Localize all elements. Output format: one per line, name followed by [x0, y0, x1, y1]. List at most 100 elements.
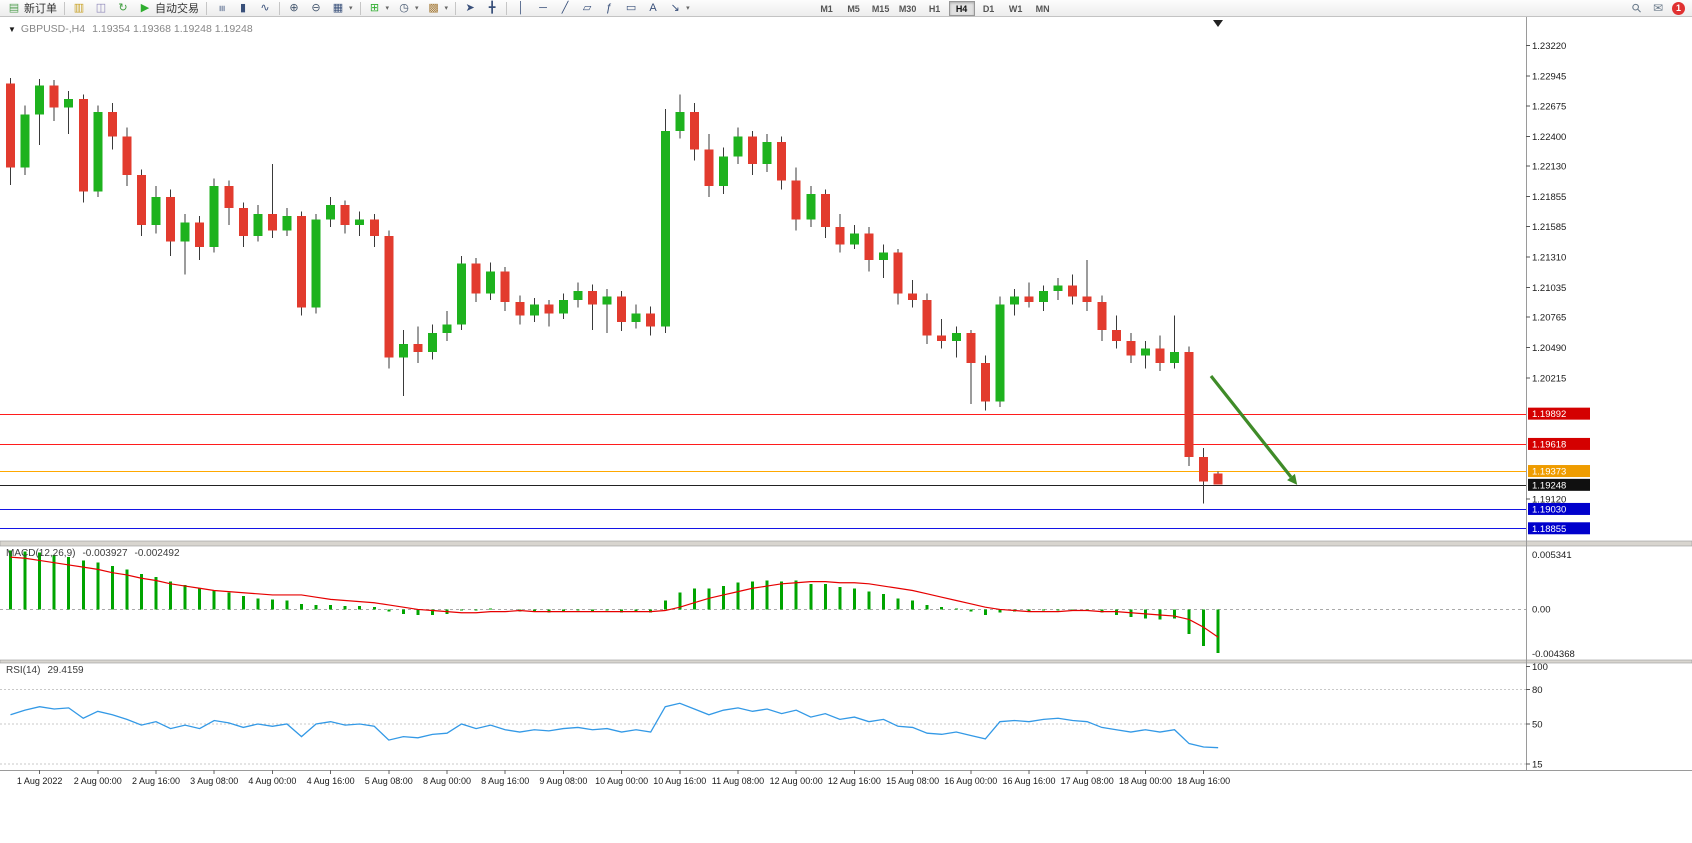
time-label: 10 Aug 16:00 — [653, 776, 706, 786]
trend-arrow-head[interactable] — [1287, 473, 1298, 485]
candle-bull — [282, 215, 292, 231]
candle-bear — [966, 333, 976, 364]
notification-badge[interactable]: 1 — [1672, 1, 1685, 15]
candle-bear — [49, 85, 59, 108]
timeframe-m15[interactable]: M15 — [871, 3, 890, 14]
shapes-icon[interactable]: ▭ — [620, 1, 642, 16]
price-tag — [1528, 437, 1590, 450]
zoom-out-icon-icon: ⊖ — [311, 1, 321, 14]
rsi-axis-label: 80 — [1532, 685, 1543, 696]
timeframe-h4[interactable]: H4 — [948, 0, 975, 16]
time-label: 18 Aug 00:00 — [1119, 776, 1172, 786]
dropdown-arrow-icon[interactable]: ▾ — [415, 5, 419, 12]
price-tag-label: 1.19892 — [1532, 409, 1566, 420]
candle-bear — [78, 98, 88, 192]
dropdown-arrow-icon[interactable]: ▾ — [444, 5, 449, 12]
tile-windows-icon[interactable]: ▦ ▾ — [327, 1, 357, 16]
candle-bear — [297, 215, 306, 308]
time-label: 4 Aug 00:00 — [248, 776, 296, 786]
candle-bull — [631, 313, 641, 323]
trendline-icon[interactable]: ╱ — [554, 1, 576, 16]
candlestick-chart-icon[interactable]: ▮ — [232, 1, 254, 16]
candle-bear — [1097, 302, 1107, 330]
price-tag-label: 1.19618 — [1532, 439, 1566, 450]
panel-splitter[interactable] — [0, 540, 1692, 547]
refresh-icon[interactable]: ↻ — [112, 1, 134, 16]
candle-bull — [1140, 348, 1150, 356]
mail-icon[interactable]: ✉ — [1652, 0, 1664, 15]
candle-bear — [471, 263, 481, 294]
dropdown-arrow-icon[interactable]: ▾ — [686, 5, 690, 12]
price-tick-label: 1.22945 — [1532, 72, 1566, 83]
fibonacci-icon[interactable]: ƒ — [598, 1, 620, 16]
candle-bear — [515, 302, 525, 316]
time-label: 17 Aug 08:00 — [1061, 776, 1114, 786]
macd-axis-label: -0.004368 — [1532, 649, 1575, 660]
cursor-icon[interactable]: ➤ — [459, 1, 481, 16]
price-tick-label: 1.21310 — [1532, 252, 1566, 263]
toolbar-separator — [359, 1, 361, 15]
candle-bull — [718, 156, 728, 187]
timeframe-m5[interactable]: M5 — [847, 3, 860, 14]
dropdown-arrow-icon[interactable]: ▾ — [349, 5, 353, 12]
candle-bull — [529, 304, 539, 316]
indicators-icon[interactable]: ⊞ ▾ — [364, 1, 394, 16]
line-chart-icon[interactable]: ∿ — [254, 1, 276, 16]
rsi-name: RSI(14) — [6, 665, 41, 676]
price-tick-label: 1.19120 — [1532, 494, 1566, 505]
candle-bull — [20, 114, 30, 168]
candle-bear — [588, 291, 597, 305]
candle-bull — [806, 193, 816, 220]
vertical-line-icon[interactable]: │ — [510, 1, 532, 16]
new-order-button[interactable]: ▤ 新订单 — [3, 1, 61, 16]
search-icon[interactable]: ⚲ — [1628, 0, 1645, 16]
candle-bull — [427, 333, 437, 352]
candle-bull — [1009, 296, 1019, 305]
auto-trading-button[interactable]: ▶ 自动交易 — [134, 1, 203, 16]
indicators-icon-icon: ⊞ — [369, 1, 380, 14]
arrows-icon[interactable]: ↘ ▾ — [664, 1, 694, 16]
templates-icon[interactable]: ▩ ▾ — [423, 1, 453, 16]
dropdown-arrow-icon[interactable]: ▾ — [385, 5, 390, 12]
candle-bear — [6, 83, 15, 168]
candle-bear — [1213, 473, 1223, 485]
charts-window-icon[interactable]: ▥ — [68, 1, 90, 16]
candle-bear — [864, 233, 874, 261]
candle-bear — [820, 193, 830, 228]
vertical-line-icon-icon: │ — [517, 1, 525, 14]
zoom-out-icon[interactable]: ⊖ — [305, 1, 327, 16]
timeframe-w1[interactable]: W1 — [1008, 3, 1023, 14]
text-icon[interactable]: A — [642, 1, 664, 16]
horizontal-line-icon-icon: ─ — [539, 1, 547, 14]
zoom-in-icon[interactable]: ⊕ — [283, 1, 305, 16]
candle-bear — [646, 313, 656, 327]
timeframe-mn[interactable]: MN — [1035, 3, 1050, 14]
candle-bear — [107, 112, 117, 137]
bar-chart-icon[interactable]: ≡ — [210, 1, 232, 16]
horizontal-line-icon[interactable]: ─ — [532, 1, 554, 16]
panel-splitter[interactable] — [0, 659, 1692, 664]
time-label: 3 Aug 08:00 — [190, 776, 238, 786]
one-click-trading-toggle-icon[interactable]: ▼ — [8, 25, 16, 34]
time-label: 12 Aug 16:00 — [828, 776, 881, 786]
candle-bull — [762, 141, 772, 165]
trend-arrow[interactable] — [1209, 375, 1293, 478]
candle-bear — [267, 213, 277, 231]
crosshair-icon[interactable]: ╋ — [481, 1, 503, 16]
candle-bull — [442, 324, 452, 334]
timeframe-m30[interactable]: M30 — [898, 3, 917, 14]
timeframe-m1[interactable]: M1 — [820, 3, 833, 14]
profiles-icon[interactable]: ◫ — [90, 1, 112, 16]
time-label: 10 Aug 00:00 — [595, 776, 648, 786]
candle-bull — [675, 112, 685, 131]
periods-icon[interactable]: ◷ ▾ — [393, 1, 423, 16]
timeframe-h1[interactable]: H1 — [928, 3, 941, 14]
timeframe-d1[interactable]: D1 — [982, 3, 995, 14]
price-tick-label: 1.20765 — [1532, 313, 1566, 324]
candle-bull — [660, 130, 670, 327]
channel-icon[interactable]: ▱ — [576, 1, 598, 16]
zoom-in-icon-icon: ⊕ — [289, 1, 299, 14]
candle-bear — [908, 293, 918, 301]
price-tag — [1528, 465, 1590, 478]
